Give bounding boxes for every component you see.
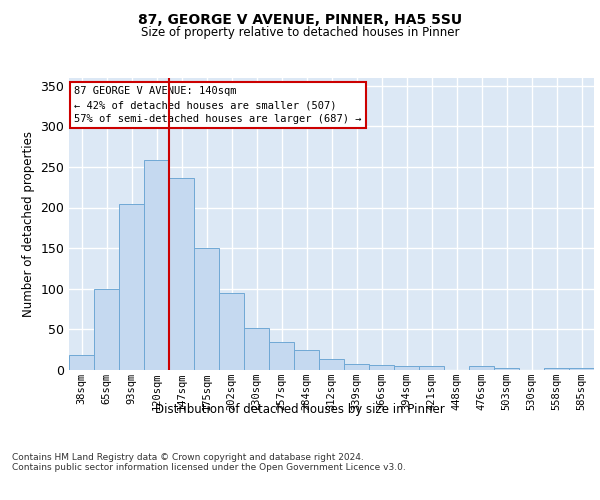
Text: Size of property relative to detached houses in Pinner: Size of property relative to detached ho… [141, 26, 459, 39]
Bar [469, 366, 494, 370]
Bar [169, 178, 194, 370]
Bar [94, 289, 119, 370]
Text: 87 GEORGE V AVENUE: 140sqm
← 42% of detached houses are smaller (507)
57% of sem: 87 GEORGE V AVENUE: 140sqm ← 42% of deta… [74, 86, 362, 124]
Bar [219, 293, 244, 370]
Bar [144, 160, 169, 370]
Bar [119, 204, 144, 370]
Bar [269, 342, 294, 370]
Bar [544, 368, 569, 370]
Bar [394, 366, 419, 370]
Bar [419, 366, 444, 370]
Text: Contains HM Land Registry data © Crown copyright and database right 2024.
Contai: Contains HM Land Registry data © Crown c… [12, 452, 406, 472]
Y-axis label: Number of detached properties: Number of detached properties [22, 130, 35, 317]
Text: 87, GEORGE V AVENUE, PINNER, HA5 5SU: 87, GEORGE V AVENUE, PINNER, HA5 5SU [138, 12, 462, 26]
Bar [369, 365, 394, 370]
Bar [69, 356, 94, 370]
Bar [569, 368, 594, 370]
Bar [344, 364, 369, 370]
Bar [244, 328, 269, 370]
Text: Distribution of detached houses by size in Pinner: Distribution of detached houses by size … [155, 402, 445, 415]
Bar [194, 248, 219, 370]
Bar [294, 350, 319, 370]
Bar [494, 368, 519, 370]
Bar [319, 358, 344, 370]
